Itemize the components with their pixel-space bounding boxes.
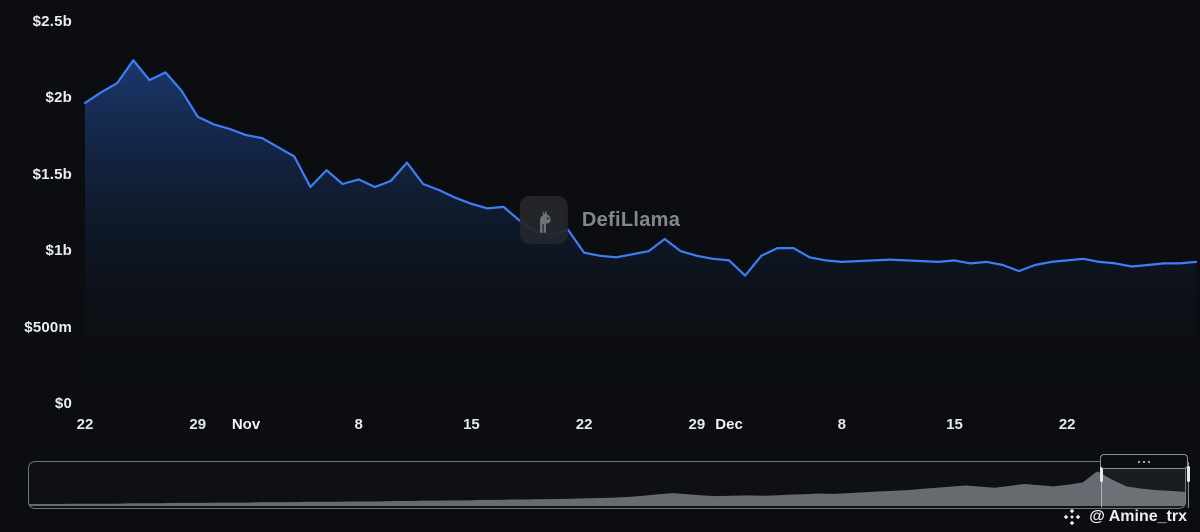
x-axis-label: 8 bbox=[837, 416, 846, 433]
x-axis-month-label: Nov bbox=[231, 416, 261, 433]
x-axis-label: 29 bbox=[189, 416, 207, 433]
x-axis-label: 22 bbox=[76, 416, 94, 433]
credit-handle-text: @ Amine_trx bbox=[1089, 508, 1187, 525]
y-axis-label: $0 bbox=[54, 395, 72, 412]
x-axis-label: 22 bbox=[575, 416, 593, 433]
navigator-selection-window[interactable] bbox=[1100, 462, 1190, 508]
credit-logo-icon bbox=[1064, 508, 1081, 526]
x-axis-label: 15 bbox=[463, 416, 480, 433]
tvl-area-chart[interactable] bbox=[0, 0, 1200, 460]
x-axis-label: 8 bbox=[354, 416, 363, 433]
navigator-move-handle[interactable] bbox=[1100, 454, 1188, 469]
credit-watermark: @ Amine_trx bbox=[1063, 508, 1187, 526]
navigator-minimap-chart[interactable] bbox=[29, 462, 1185, 508]
y-axis-label: $1.5b bbox=[32, 165, 72, 183]
y-axis-label: $1b bbox=[45, 242, 72, 260]
chart-range-navigator[interactable] bbox=[28, 454, 1190, 509]
navigator-left-handle[interactable] bbox=[1100, 466, 1104, 482]
x-axis-label: 29 bbox=[688, 416, 706, 433]
y-axis-label: $2.5b bbox=[32, 13, 72, 30]
x-axis-label: 22 bbox=[1058, 416, 1076, 433]
navigator-right-handle[interactable] bbox=[1186, 466, 1190, 482]
y-axis-label: $500m bbox=[24, 318, 72, 336]
x-axis-label: 15 bbox=[946, 416, 963, 433]
y-axis-label: $2b bbox=[45, 89, 72, 107]
x-axis-month-label: Dec bbox=[715, 416, 743, 433]
